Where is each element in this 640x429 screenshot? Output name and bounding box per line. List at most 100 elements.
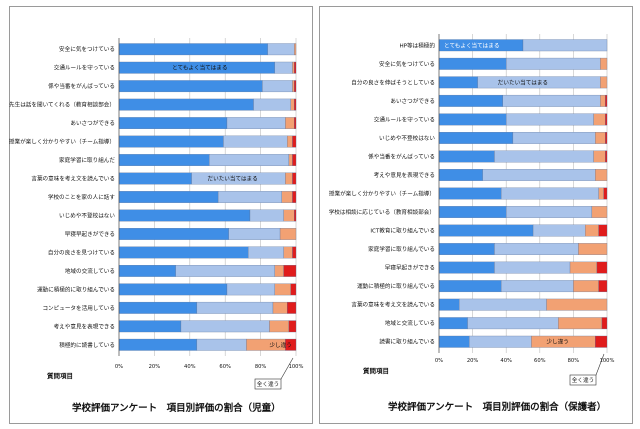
- bar-segment: [459, 298, 547, 311]
- bar-segment: [438, 57, 507, 70]
- bar-segment: [290, 98, 295, 111]
- category-label: 学校は相談に応じている（教育相談部会）: [329, 208, 435, 216]
- annotation-pointer: [280, 357, 294, 380]
- legend-annotation-somewhat_false: 少し違う: [547, 338, 569, 346]
- bar-segment: [262, 80, 293, 93]
- bar-segment: [558, 317, 603, 330]
- bar-segment: [294, 209, 297, 222]
- bar-segment: [506, 57, 601, 70]
- category-label: 早寝早起きができる: [65, 230, 115, 238]
- category-label: 交通ルールを守っている: [54, 64, 115, 72]
- bar-segment: [605, 132, 608, 144]
- bar-segment: [196, 301, 274, 314]
- bar-segment: [502, 94, 601, 107]
- bar-segment: [285, 338, 297, 351]
- bar-segment: [292, 246, 297, 259]
- bar-segment: [253, 98, 291, 111]
- bar-segment: [285, 172, 293, 185]
- bar-segment: [249, 209, 284, 222]
- bar-segment: [286, 301, 297, 314]
- bar-segment: [438, 298, 460, 311]
- bar-segment: [598, 187, 604, 200]
- bar-segment: [118, 43, 268, 56]
- bar-segment: [600, 94, 606, 107]
- bar-segment: [438, 150, 495, 163]
- category-label: 授業が楽しく分かりやすい（チーム指導）: [329, 190, 435, 198]
- bar-segment: [294, 80, 297, 93]
- category-label: 自分の良さを見つけている: [48, 248, 115, 256]
- category-label: 安全に気をつけている: [379, 60, 435, 68]
- bar-segment: [438, 187, 502, 200]
- bar-segment: [603, 187, 608, 200]
- bar-segment: [598, 280, 608, 293]
- bar-segment: [118, 80, 263, 93]
- bar-segment: [506, 113, 594, 126]
- bar-segment: [118, 191, 219, 203]
- bar-segment: [292, 172, 297, 185]
- bar-segment: [272, 301, 288, 314]
- bar-segment: [290, 283, 297, 296]
- bar-segment: [482, 169, 596, 181]
- bar-segment: [600, 57, 608, 70]
- category-label: ICT教育に取り組んでいる: [370, 227, 435, 235]
- chart-children: 0% 20% 40% 60% 80% 100% 安全に気をつけている交通ルールを守っている係…: [9, 38, 304, 414]
- bar-segment: [438, 280, 502, 293]
- bar-segment: [217, 191, 282, 203]
- bar-segment: [494, 261, 571, 274]
- bar-segment: [292, 80, 295, 93]
- bar-segment: [281, 191, 293, 203]
- bar-segment: [294, 98, 297, 111]
- x-tick-label: 60%: [219, 364, 231, 370]
- chart-title: 学校評価アンケート 項目別評価の割合（児童）: [72, 402, 281, 414]
- category-label: 家庭学習に取り組んでいる: [368, 245, 435, 253]
- bar-segment: [269, 320, 290, 333]
- bar-segment: [267, 43, 295, 56]
- bar-segment: [274, 265, 284, 277]
- bar-segment: [118, 172, 192, 185]
- chart-parents: 0% 20% 40% 60% 80% 100% HP等は積極的安全に気をつけている自分の良さ…: [329, 34, 614, 413]
- bar-segment: [585, 224, 599, 237]
- bar-segment: [438, 113, 507, 126]
- bar-segment: [118, 228, 229, 240]
- bar-segment: [288, 154, 293, 166]
- bar-segment: [438, 261, 495, 274]
- category-label: 地域と交流している: [385, 319, 435, 327]
- category-label: 学校のことを家の人に話す: [48, 193, 116, 201]
- bar-segment: [596, 261, 608, 274]
- bar-segment: [180, 320, 270, 333]
- legend-annotation-not-at-all: 全く違う: [257, 380, 279, 388]
- bar-segment: [294, 61, 297, 74]
- bar-segment: [294, 117, 297, 129]
- bar-segment: [283, 246, 293, 259]
- bar-segment: [118, 246, 249, 259]
- x-tick-label: 80%: [568, 358, 580, 364]
- x-tick-label: 40%: [184, 364, 196, 370]
- bar-segment: [438, 94, 503, 107]
- bar-segment: [438, 317, 468, 330]
- bar-segment: [605, 94, 608, 107]
- category-label: 言葉の意味を考え文を読んでいる: [351, 301, 435, 309]
- category-label: HP等は積極的: [399, 41, 435, 49]
- bar-segment: [595, 335, 608, 348]
- category-label: 考えや意見を表現できる: [374, 171, 435, 179]
- bar-segment: [532, 224, 586, 237]
- bar-segment: [285, 117, 295, 129]
- bar-segment: [501, 187, 599, 200]
- category-label: 考えや意見を表現できる: [54, 322, 115, 330]
- chart-title: 学校評価アンケート 項目別評価の割合（保護者）: [388, 401, 606, 413]
- bar-segment: [118, 338, 198, 351]
- category-label: いじめや不登校はない: [59, 211, 115, 219]
- bar-segment: [467, 317, 559, 330]
- bar-segment: [226, 283, 275, 296]
- bar-segment: [578, 243, 608, 255]
- category-label: あいさつができる: [390, 97, 435, 105]
- x-tick-label: 100%: [289, 364, 304, 370]
- bar-segment: [248, 246, 284, 259]
- bar-segment: [522, 39, 608, 52]
- bar-segment: [175, 265, 275, 277]
- bar-segment: [438, 224, 534, 237]
- category-label: 早寝早起きができる: [385, 264, 435, 272]
- bar-segment: [118, 283, 228, 296]
- legend-annotation-somewhat_true: だいたい当てはまる: [498, 78, 548, 86]
